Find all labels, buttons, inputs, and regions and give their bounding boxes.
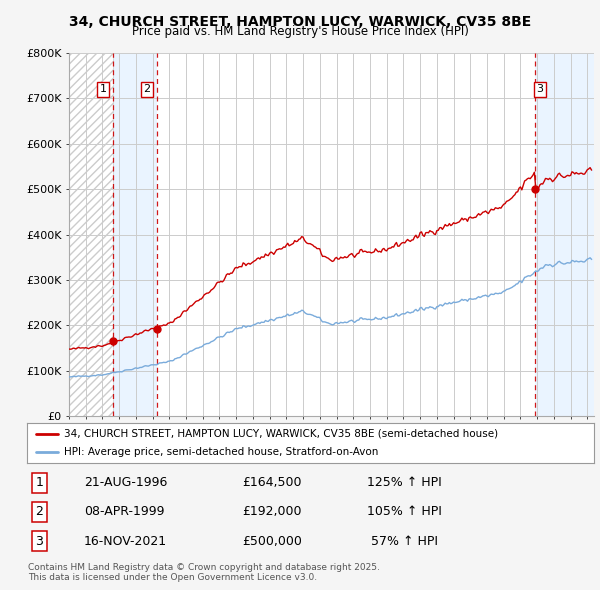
Text: 34, CHURCH STREET, HAMPTON LUCY, WARWICK, CV35 8BE: 34, CHURCH STREET, HAMPTON LUCY, WARWICK… [69, 15, 531, 29]
Text: 57% ↑ HPI: 57% ↑ HPI [367, 535, 438, 548]
Text: 16-NOV-2021: 16-NOV-2021 [84, 535, 167, 548]
Text: 3: 3 [536, 84, 544, 94]
Text: HPI: Average price, semi-detached house, Stratford-on-Avon: HPI: Average price, semi-detached house,… [64, 447, 378, 457]
Text: 08-APR-1999: 08-APR-1999 [84, 505, 164, 519]
Text: £192,000: £192,000 [242, 505, 302, 519]
Text: 21-AUG-1996: 21-AUG-1996 [84, 476, 167, 489]
Point [109, 337, 118, 346]
Text: £164,500: £164,500 [242, 476, 302, 489]
Text: 2: 2 [35, 505, 43, 519]
Text: 1: 1 [35, 476, 43, 489]
Text: Price paid vs. HM Land Registry's House Price Index (HPI): Price paid vs. HM Land Registry's House … [131, 25, 469, 38]
Text: £500,000: £500,000 [242, 535, 302, 548]
Text: 34, CHURCH STREET, HAMPTON LUCY, WARWICK, CV35 8BE (semi-detached house): 34, CHURCH STREET, HAMPTON LUCY, WARWICK… [64, 429, 498, 439]
Text: 105% ↑ HPI: 105% ↑ HPI [367, 505, 442, 519]
Text: 3: 3 [35, 535, 43, 548]
Text: 2: 2 [143, 84, 151, 94]
Point [152, 324, 162, 333]
Text: 1: 1 [100, 84, 107, 94]
Text: 125% ↑ HPI: 125% ↑ HPI [367, 476, 442, 489]
Point [530, 185, 540, 194]
Bar [69, 53, 113, 416]
Text: Contains HM Land Registry data © Crown copyright and database right 2025.
This d: Contains HM Land Registry data © Crown c… [28, 563, 380, 582]
Bar [535, 53, 596, 416]
Bar [69, 53, 113, 416]
Bar [113, 53, 157, 416]
